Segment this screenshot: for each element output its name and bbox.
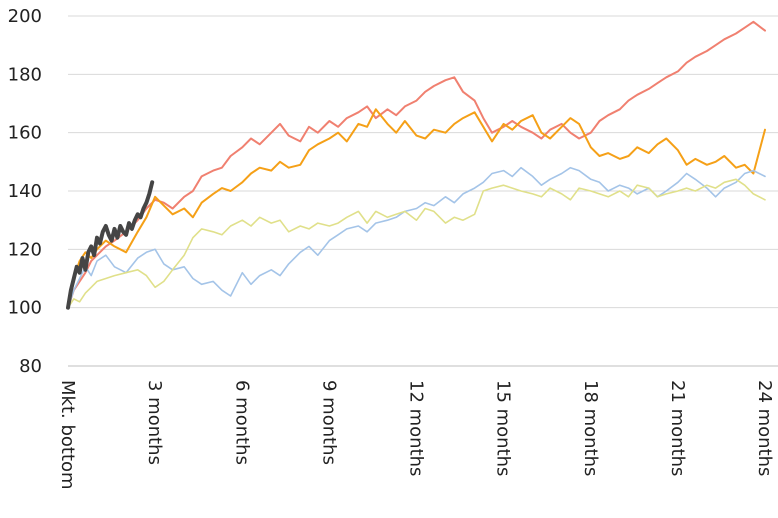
- y-tick-label: 120: [8, 239, 42, 260]
- y-tick-label: 80: [19, 356, 42, 377]
- series-line-0: [67, 20, 766, 309]
- series-line-3: [67, 178, 766, 309]
- y-tick-label: 180: [8, 64, 42, 85]
- x-axis-ticks: Mkt. bottom 3 months 6 months 9 months 12 mo…: [57, 380, 775, 490]
- y-tick-label: 140: [8, 181, 42, 202]
- x-tick-label: 3 months: [144, 380, 165, 465]
- x-tick-label: 15 months: [493, 380, 514, 476]
- series-line-4: [66, 180, 155, 310]
- x-tick-label: 18 months: [580, 380, 601, 476]
- y-tick-label: 200: [8, 6, 42, 27]
- gridlines: [68, 15, 778, 367]
- x-tick-label: 21 months: [667, 380, 688, 476]
- series-line-2: [67, 166, 766, 309]
- x-tick-label: Mkt. bottom: [57, 380, 78, 490]
- series-lines: [66, 20, 766, 310]
- x-tick-label: 24 months: [754, 380, 775, 476]
- series-line-1: [67, 108, 766, 309]
- y-tick-label: 160: [8, 123, 42, 144]
- x-tick-label: 9 months: [318, 380, 339, 465]
- y-axis-ticks: 80 100 120 140 160 180 200: [8, 6, 42, 377]
- x-tick-label: 12 months: [406, 380, 427, 476]
- x-tick-label: 6 months: [231, 380, 252, 465]
- y-tick-label: 100: [8, 298, 42, 319]
